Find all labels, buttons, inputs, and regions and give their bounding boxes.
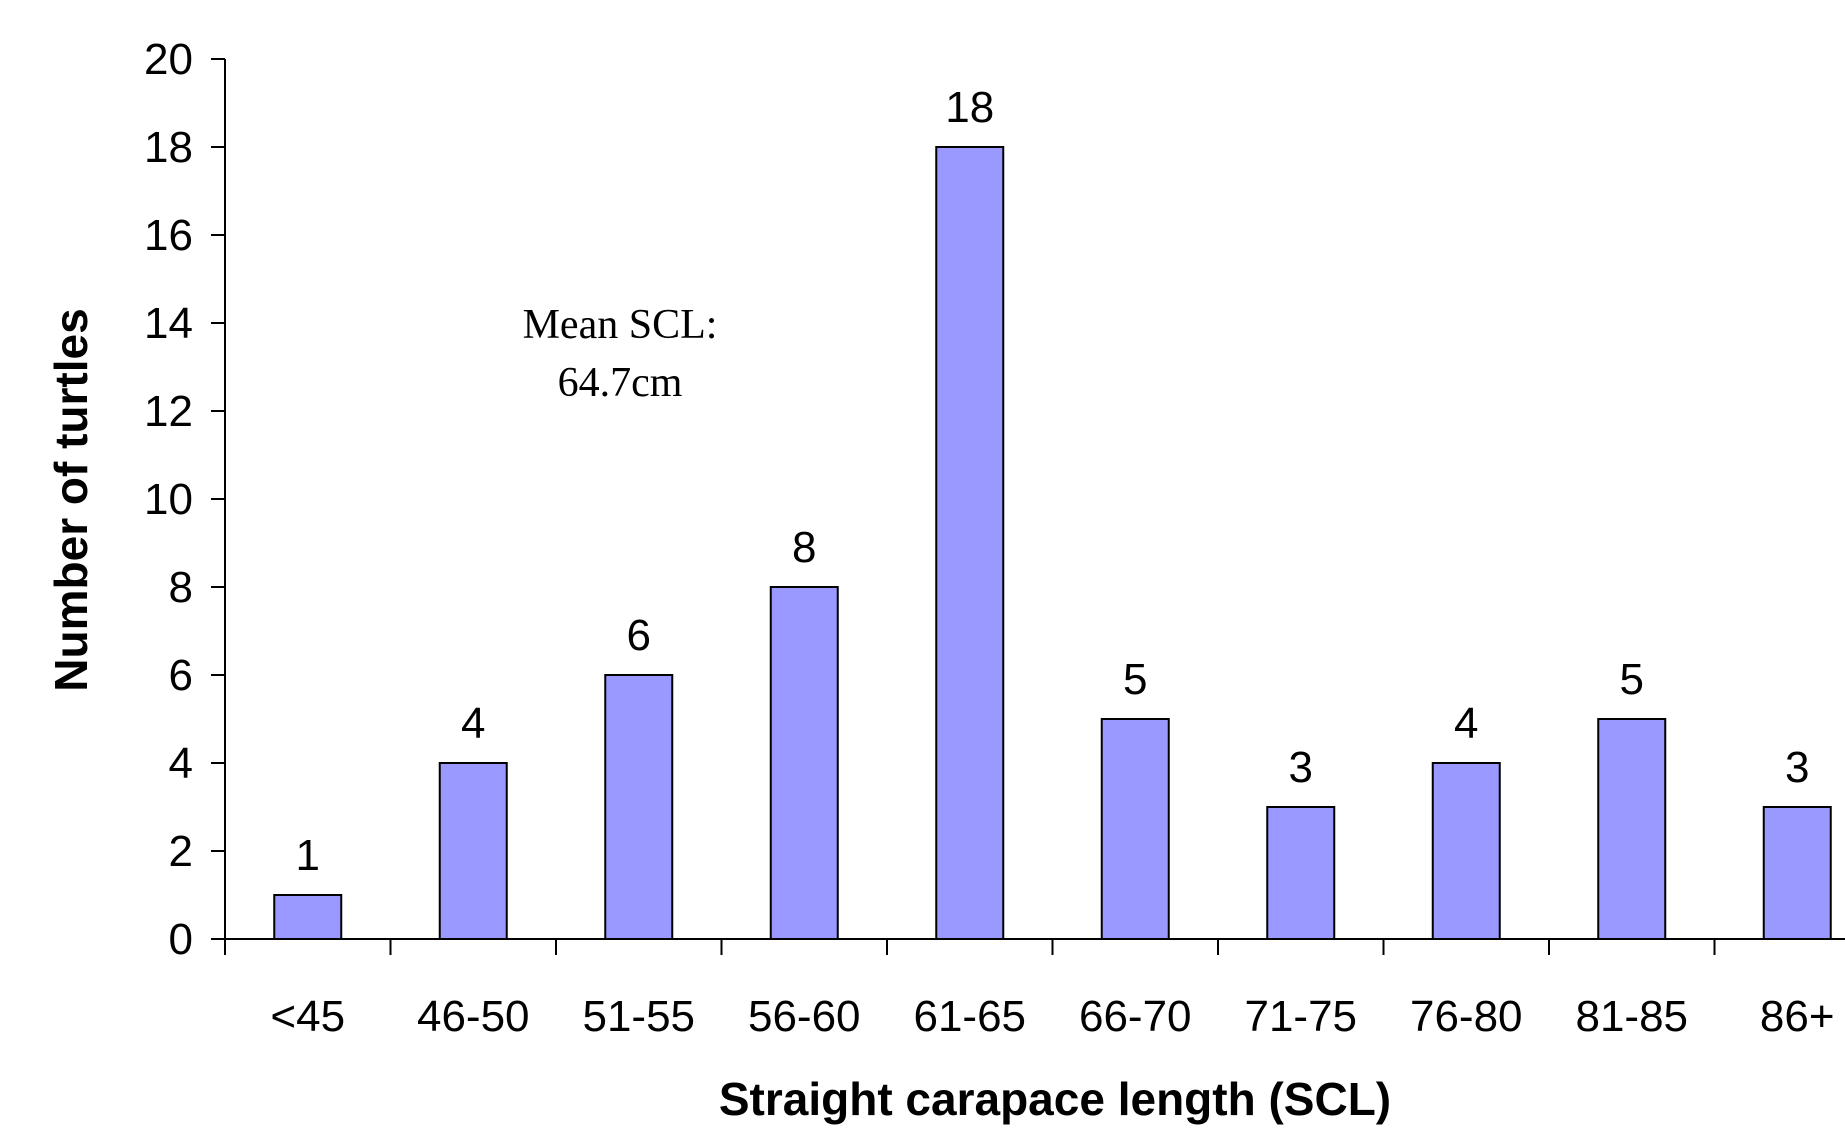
- y-ticks-group: 0 2 4 6 8 10 12 14 16 18 20: [144, 35, 225, 964]
- x-tick-label: 86+: [1760, 992, 1835, 1041]
- x-tick-label: 51-55: [582, 992, 695, 1041]
- x-tick-label: <45: [270, 992, 345, 1041]
- y-tick-label: 0: [169, 915, 193, 964]
- y-tick-label: 12: [144, 387, 193, 436]
- bar-data-label: 1: [296, 831, 320, 880]
- y-tick-label: 10: [144, 475, 193, 524]
- bar-data-label: 4: [1454, 699, 1478, 748]
- bar-45: [273, 894, 343, 940]
- bar-data-label: 3: [1289, 743, 1313, 792]
- y-tick-label: 2: [169, 827, 193, 876]
- bar-data-label: 5: [1620, 655, 1644, 704]
- x-tick-label: 81-85: [1575, 992, 1688, 1041]
- x-tick-label: 56-60: [748, 992, 861, 1041]
- mean-annotation-line2: 64.7cm: [558, 360, 683, 406]
- x-tick-label: 71-75: [1244, 992, 1357, 1041]
- bar-6670: [1100, 718, 1170, 940]
- bar-86: [1762, 806, 1832, 940]
- x-tick-label: 76-80: [1410, 992, 1523, 1041]
- x-tick-label: 66-70: [1079, 992, 1192, 1041]
- bar-7175: [1266, 806, 1336, 940]
- y-tick-label: 20: [144, 35, 193, 84]
- bar-5155: [604, 674, 674, 940]
- bar-data-label: 6: [627, 611, 651, 660]
- bar-data-label: 3: [1785, 743, 1809, 792]
- bar-5660: [769, 586, 839, 940]
- y-tick-label: 16: [144, 211, 193, 260]
- y-tick-label: 4: [169, 739, 193, 788]
- bar-data-label: 8: [792, 523, 816, 572]
- bar-4650: [438, 762, 508, 940]
- mean-annotation-line1: Mean SCL:: [523, 302, 718, 348]
- bar-8185: [1597, 718, 1667, 940]
- bar-data-label: 4: [461, 699, 485, 748]
- y-tick-label: 8: [169, 563, 193, 612]
- x-axis-title: Straight carapace length (SCL): [719, 1073, 1391, 1125]
- y-axis-title: Number of turtles: [45, 308, 97, 691]
- y-tick-label: 14: [144, 299, 193, 348]
- y-tick-label: 6: [169, 651, 193, 700]
- x-ticks-group: <45 46-50 51-55 56-60 61-65 66-70 71-75 76-80 81…: [224, 939, 1835, 1041]
- bars-group: [273, 146, 1832, 940]
- x-tick-label: 46-50: [417, 992, 530, 1041]
- bar-data-label: 5: [1123, 655, 1147, 704]
- bar-data-label: 18: [945, 83, 994, 132]
- bar-6165: [935, 146, 1005, 940]
- bar-labels-group: 1 4 6 8 18 5 3 4 5 3: [296, 83, 1810, 880]
- y-tick-label: 18: [144, 123, 193, 172]
- x-tick-label: 61-65: [913, 992, 1026, 1041]
- bar-7680: [1431, 762, 1501, 940]
